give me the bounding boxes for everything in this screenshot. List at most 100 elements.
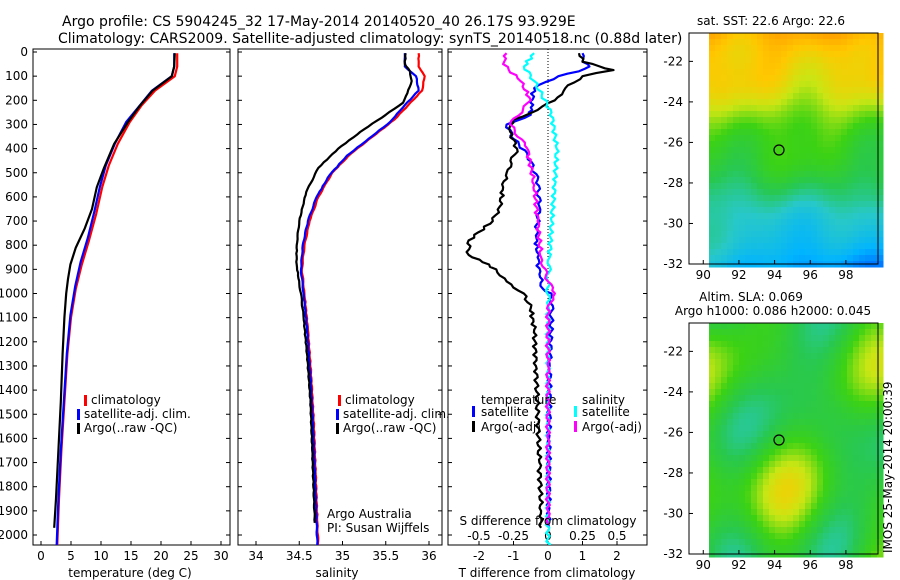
- map-cell: [859, 111, 866, 118]
- map-cell: [877, 57, 884, 64]
- pressure-tick-label: 100: [5, 69, 28, 83]
- sdiff-xlabel: S difference from climatology: [460, 514, 637, 528]
- map-cell: [853, 389, 860, 396]
- map-cell: [763, 497, 770, 504]
- map-cell: [817, 527, 824, 534]
- map-cell: [817, 365, 824, 372]
- map-cell: [739, 225, 746, 232]
- map-cell: [715, 45, 722, 52]
- map-cell: [859, 509, 866, 516]
- map-cell: [829, 75, 836, 82]
- map-cell: [721, 449, 728, 456]
- map-cell: [865, 117, 872, 124]
- map-cell: [823, 177, 830, 184]
- map-cell: [871, 371, 878, 378]
- map-cell: [823, 359, 830, 366]
- map-cell: [841, 255, 848, 262]
- map-cell: [733, 485, 740, 492]
- map-cell: [763, 69, 770, 76]
- map-cell: [721, 389, 728, 396]
- map-cell: [757, 213, 764, 220]
- map-cell: [847, 147, 854, 154]
- map-cell: [715, 395, 722, 402]
- map-cell: [763, 153, 770, 160]
- map-cell: [865, 323, 872, 330]
- map-cell: [823, 455, 830, 462]
- map-cell: [847, 389, 854, 396]
- map-cell: [781, 249, 788, 256]
- map-cell: [715, 497, 722, 504]
- map-cell: [775, 515, 782, 522]
- map-cell: [727, 207, 734, 214]
- map-cell: [775, 527, 782, 534]
- map-cell: [781, 237, 788, 244]
- map-cell: [817, 123, 824, 130]
- map-cell: [763, 329, 770, 336]
- map-cell: [727, 135, 734, 142]
- legend-swatch-argo: [336, 423, 339, 434]
- map-cell: [739, 443, 746, 450]
- map-cell: [859, 183, 866, 190]
- map-cell: [733, 323, 740, 330]
- map-cell: [847, 165, 854, 172]
- map-cell: [727, 63, 734, 70]
- map-cell: [841, 443, 848, 450]
- map-cell: [841, 407, 848, 414]
- map-cell: [721, 237, 728, 244]
- attribution-line-2: PI: Susan Wijffels: [327, 521, 429, 535]
- map-cell: [853, 195, 860, 202]
- map-cell: [859, 515, 866, 522]
- map-cell: [799, 377, 806, 384]
- map-cell: [793, 419, 800, 426]
- map-cell: [721, 105, 728, 112]
- pressure-tick-label: 300: [5, 117, 28, 131]
- map-cell: [739, 539, 746, 546]
- map-cell: [841, 81, 848, 88]
- map-cell: [859, 201, 866, 208]
- map-cell: [793, 87, 800, 94]
- map-cell: [715, 183, 722, 190]
- map-cell: [859, 57, 866, 64]
- map-cell: [757, 485, 764, 492]
- map-cell: [757, 51, 764, 58]
- map-cell: [841, 353, 848, 360]
- map-cell: [739, 485, 746, 492]
- attribution-line-1: Argo Australia: [327, 507, 412, 521]
- map-cell: [835, 183, 842, 190]
- map-cell: [769, 63, 776, 70]
- map-cell: [757, 69, 764, 76]
- map-cell: [871, 129, 878, 136]
- map-cell: [841, 413, 848, 420]
- map-cell: [823, 201, 830, 208]
- map-cell: [817, 45, 824, 52]
- map-cell: [847, 437, 854, 444]
- map-cell: [757, 207, 764, 214]
- map-cell: [745, 159, 752, 166]
- map-cell: [829, 515, 836, 522]
- legend-swatch-s-argo: [574, 421, 577, 432]
- map-cell: [739, 153, 746, 160]
- map-cell: [733, 389, 740, 396]
- map-cell: [817, 509, 824, 516]
- map-cell: [739, 395, 746, 402]
- map-cell: [763, 347, 770, 354]
- map-cell: [787, 407, 794, 414]
- map-cell: [751, 377, 758, 384]
- map-cell: [805, 159, 812, 166]
- map-cell: [751, 45, 758, 52]
- map-cell: [787, 467, 794, 474]
- map-cell: [733, 461, 740, 468]
- map-cell: [799, 455, 806, 462]
- map-cell: [757, 111, 764, 118]
- map-cell: [859, 431, 866, 438]
- map-cell: [739, 129, 746, 136]
- map-cell: [733, 497, 740, 504]
- map-cell: [793, 51, 800, 58]
- map-cell: [859, 365, 866, 372]
- map-cell: [733, 413, 740, 420]
- map-cell: [811, 425, 818, 432]
- map-cell: [871, 165, 878, 172]
- map-cell: [853, 419, 860, 426]
- map-cell: [793, 93, 800, 100]
- map-cell: [877, 401, 884, 408]
